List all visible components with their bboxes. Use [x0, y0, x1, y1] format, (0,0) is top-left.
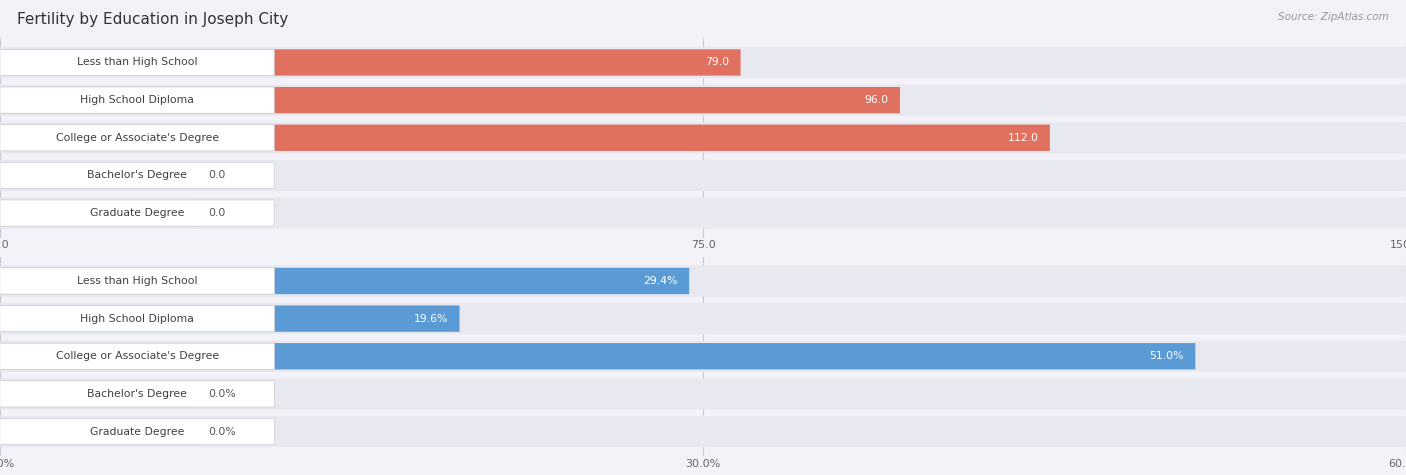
Text: High School Diploma: High School Diploma: [80, 95, 194, 105]
Text: Less than High School: Less than High School: [77, 57, 197, 67]
FancyBboxPatch shape: [0, 47, 1406, 78]
Text: 29.4%: 29.4%: [644, 276, 678, 286]
FancyBboxPatch shape: [0, 305, 460, 332]
FancyBboxPatch shape: [0, 378, 1406, 409]
FancyBboxPatch shape: [0, 122, 1406, 153]
FancyBboxPatch shape: [0, 341, 1406, 372]
Text: 19.6%: 19.6%: [413, 314, 449, 323]
Text: Graduate Degree: Graduate Degree: [90, 208, 184, 218]
Text: College or Associate's Degree: College or Associate's Degree: [55, 351, 219, 361]
Text: High School Diploma: High School Diploma: [80, 314, 194, 323]
Text: 51.0%: 51.0%: [1149, 351, 1184, 361]
FancyBboxPatch shape: [0, 303, 1406, 334]
FancyBboxPatch shape: [0, 124, 274, 151]
Text: Bachelor's Degree: Bachelor's Degree: [87, 389, 187, 399]
Text: 112.0: 112.0: [1008, 133, 1039, 143]
Text: Fertility by Education in Joseph City: Fertility by Education in Joseph City: [17, 12, 288, 27]
FancyBboxPatch shape: [0, 416, 1406, 447]
FancyBboxPatch shape: [0, 87, 900, 113]
Text: 0.0: 0.0: [208, 171, 225, 180]
Text: 79.0: 79.0: [706, 57, 730, 67]
FancyBboxPatch shape: [0, 200, 197, 226]
Text: Source: ZipAtlas.com: Source: ZipAtlas.com: [1278, 12, 1389, 22]
Text: 0.0%: 0.0%: [208, 427, 236, 437]
FancyBboxPatch shape: [0, 200, 274, 226]
Text: Graduate Degree: Graduate Degree: [90, 427, 184, 437]
FancyBboxPatch shape: [0, 381, 274, 407]
FancyBboxPatch shape: [0, 162, 197, 189]
FancyBboxPatch shape: [0, 49, 741, 76]
Text: 0.0%: 0.0%: [208, 389, 236, 399]
FancyBboxPatch shape: [0, 266, 1406, 296]
Text: Bachelor's Degree: Bachelor's Degree: [87, 171, 187, 180]
FancyBboxPatch shape: [0, 160, 1406, 191]
FancyBboxPatch shape: [0, 305, 274, 332]
FancyBboxPatch shape: [0, 49, 274, 76]
FancyBboxPatch shape: [0, 268, 274, 294]
Text: 96.0: 96.0: [865, 95, 889, 105]
Text: College or Associate's Degree: College or Associate's Degree: [55, 133, 219, 143]
FancyBboxPatch shape: [0, 343, 274, 370]
FancyBboxPatch shape: [0, 268, 689, 294]
FancyBboxPatch shape: [0, 418, 274, 445]
Text: Less than High School: Less than High School: [77, 276, 197, 286]
FancyBboxPatch shape: [0, 343, 1195, 370]
FancyBboxPatch shape: [0, 418, 197, 445]
Text: 0.0: 0.0: [208, 208, 225, 218]
FancyBboxPatch shape: [0, 381, 197, 407]
FancyBboxPatch shape: [0, 198, 1406, 228]
FancyBboxPatch shape: [0, 124, 1050, 151]
FancyBboxPatch shape: [0, 85, 1406, 116]
FancyBboxPatch shape: [0, 162, 274, 189]
FancyBboxPatch shape: [0, 87, 274, 113]
